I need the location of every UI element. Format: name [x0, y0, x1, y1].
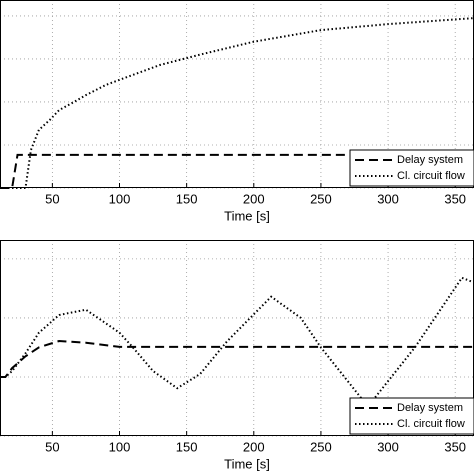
axes: 50 100 150 200 250 300 350 Time [s]	[0, 240, 474, 471]
series-line	[0, 339, 474, 378]
series-line	[0, 17, 474, 189]
x-tick-label: 50	[45, 191, 59, 206]
x-axis-label: Time [s]	[224, 456, 270, 471]
legend: Delay system Cl. circuit flow	[349, 149, 474, 187]
x-tick-label: 150	[176, 439, 198, 454]
x-tick-label: 100	[109, 439, 131, 454]
x-tick-label: 200	[243, 439, 265, 454]
x-tick-label: 250	[310, 439, 332, 454]
legend-label: Delay system	[397, 154, 463, 166]
axes: 50 100 150 200 250 300 350 Time [s]	[0, 0, 474, 223]
x-tick-label: 50	[45, 439, 59, 454]
x-tick-label: 350	[444, 439, 466, 454]
x-tick-label: 150	[176, 191, 198, 206]
series-line	[0, 276, 474, 409]
legend-label: Cl. circuit flow	[397, 170, 465, 182]
legend-box	[349, 397, 474, 435]
x-tick-label: 300	[377, 439, 399, 454]
legend-label: Delay system	[397, 402, 463, 414]
legend-box	[349, 149, 474, 187]
legend: Delay system Cl. circuit flow	[349, 397, 474, 435]
x-tick-label: 350	[444, 191, 466, 206]
x-axis-label: Time [s]	[224, 208, 270, 223]
x-tick-label: 100	[109, 191, 131, 206]
x-tick-label: 250	[310, 191, 332, 206]
legend-label: Cl. circuit flow	[397, 418, 465, 430]
x-tick-label: 300	[377, 191, 399, 206]
x-tick-label: 200	[243, 191, 265, 206]
